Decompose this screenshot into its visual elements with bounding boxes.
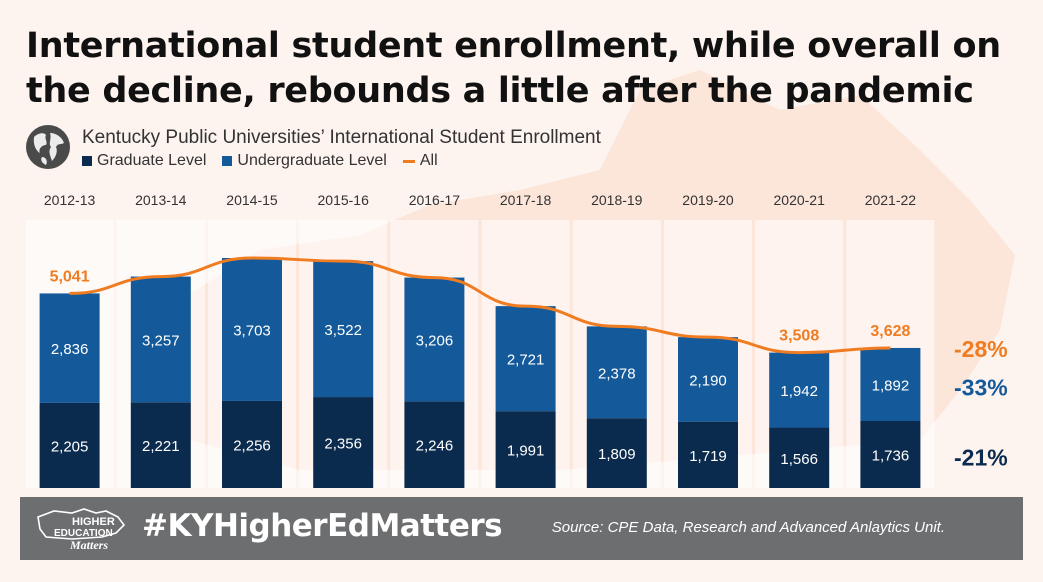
chart-subtitle: Kentucky Public Universities’ Internatio… [82, 127, 601, 148]
x-tick-label: 2017-18 [500, 192, 552, 208]
data-label-undergraduate: 3,257 [142, 332, 180, 349]
data-label-total: 5,041 [50, 268, 90, 285]
bar-undergraduate [130, 276, 191, 403]
bar-graduate [404, 401, 465, 488]
data-label-undergraduate: 2,190 [689, 372, 727, 389]
bar-graduate [313, 397, 374, 488]
bar-undergraduate [678, 337, 738, 422]
data-label-graduate: 1,736 [872, 447, 910, 464]
bar-graduate [860, 420, 921, 488]
legend-item-all: All [402, 152, 438, 170]
bar-undergraduate [222, 258, 282, 401]
footer-bar: HIGHER EDUCATION Matters #KYHigherEdMatt… [20, 497, 1023, 560]
chart-legend: Graduate Level Undergraduate Level All [82, 152, 438, 170]
bar-graduate [769, 427, 830, 488]
bar-undergraduate [404, 277, 465, 402]
data-label-graduate: 1,719 [689, 448, 727, 465]
headline: International student enrollment, while … [26, 26, 1001, 111]
bar-graduate [678, 421, 738, 488]
x-tick-label: 2012-13 [44, 192, 96, 208]
data-label-undergraduate: 3,206 [416, 332, 454, 349]
data-label-undergraduate: 1,892 [872, 377, 910, 394]
logo-text-matters: Matters [69, 538, 108, 552]
bar-undergraduate [39, 293, 100, 403]
data-label-total: 3,628 [870, 323, 910, 340]
x-tick-label: 2015-16 [318, 192, 370, 208]
x-tick-label: 2018-19 [591, 192, 643, 208]
x-tick-label: 2016-17 [409, 192, 461, 208]
data-label-graduate: 2,205 [51, 438, 89, 455]
bar-undergraduate [586, 326, 647, 419]
data-label-graduate: 2,356 [324, 436, 362, 453]
bar-graduate [130, 402, 191, 488]
bar-graduate [586, 418, 647, 488]
data-label-graduate: 1,566 [780, 451, 818, 468]
x-tick-label: 2014-15 [226, 192, 278, 208]
data-label-undergraduate: 2,836 [51, 341, 89, 358]
data-label-total: 3,508 [779, 328, 819, 345]
logo-text-higher: HIGHER [72, 516, 115, 528]
data-label-undergraduate: 1,942 [780, 383, 818, 400]
change-label: -28% [954, 336, 1008, 362]
logo-text-education: EDUCATION [54, 528, 113, 539]
legend-swatch-all [402, 159, 415, 163]
legend-item-undergraduate: Undergraduate Level [222, 152, 387, 170]
legend-label-undergraduate: Undergraduate Level [237, 152, 387, 169]
bar-graduate [495, 411, 556, 488]
change-label: -21% [954, 444, 1008, 470]
legend-label-all: All [419, 152, 438, 169]
source-note: Source: CPE Data, Research and Advanced … [551, 519, 945, 536]
line-all [69, 256, 891, 355]
bar-graduate [39, 402, 100, 488]
bar-graduate [222, 400, 282, 488]
x-tick-label: 2021-22 [865, 192, 917, 208]
legend-swatch-undergraduate [222, 156, 233, 166]
data-label-graduate: 1,809 [598, 446, 636, 463]
data-label-graduate: 2,221 [142, 438, 180, 455]
data-label-undergraduate: 3,522 [324, 322, 362, 339]
data-label-undergraduate: 3,703 [233, 322, 271, 339]
x-tick-label: 2020-21 [774, 192, 826, 208]
legend-swatch-graduate [82, 156, 92, 166]
data-label-graduate: 2,246 [416, 438, 454, 455]
data-label-graduate: 2,256 [233, 437, 271, 454]
legend-label-graduate: Graduate Level [97, 152, 207, 169]
legend-item-graduate: Graduate Level [82, 152, 206, 170]
bar-undergraduate [769, 352, 830, 428]
data-label-graduate: 1,991 [507, 443, 545, 460]
data-label-undergraduate: 2,378 [598, 365, 636, 382]
bar-undergraduate [860, 347, 921, 421]
higher-education-matters-logo: HIGHER EDUCATION Matters [37, 508, 126, 552]
change-label: -33% [954, 374, 1008, 400]
x-tick-label: 2019-20 [682, 192, 734, 208]
hashtag: #KYHigherEdMatters [142, 508, 503, 544]
data-label-undergraduate: 2,721 [507, 352, 545, 369]
x-tick-label: 2013-14 [135, 192, 187, 208]
bar-undergraduate [313, 261, 374, 398]
globe-icon [26, 125, 70, 169]
bar-undergraduate [495, 306, 556, 412]
